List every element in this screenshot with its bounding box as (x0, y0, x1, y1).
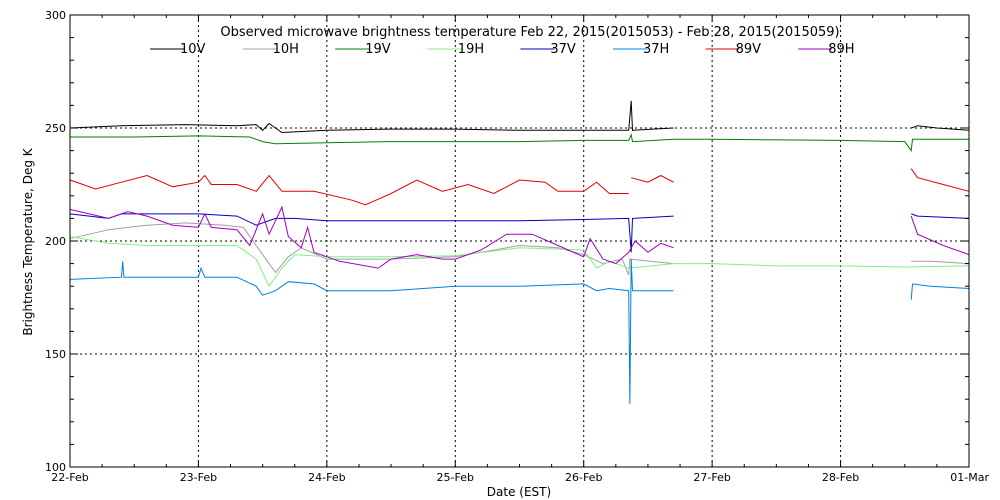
x-tick-label: 28-Feb (822, 471, 859, 484)
legend-item-10h: 10H (242, 42, 299, 57)
series-line-10v (69, 100, 970, 134)
legend-item-89v: 89V (705, 42, 762, 57)
series-line-89h (69, 205, 970, 269)
legend-item-19v: 19V (335, 42, 391, 57)
legend-label: 37H (643, 42, 669, 57)
y-tick-label: 200 (45, 235, 66, 248)
legend-label: 89H (828, 42, 854, 57)
plot-frame (69, 14, 970, 468)
legend: 10V 10H 19V 19H 37V 37H 89V 89H (150, 42, 855, 57)
y-tick-label: 300 (45, 9, 66, 22)
x-tick-label: 27-Feb (693, 471, 730, 484)
x-tick-label: 01-Mar (950, 471, 989, 484)
x-axis-title: Date (EST) (487, 485, 551, 499)
x-tick-label: 24-Feb (308, 471, 345, 484)
ticks (69, 14, 970, 468)
x-tick-label: 25-Feb (437, 471, 474, 484)
gridlines (70, 15, 969, 467)
series-line-37h (69, 259, 970, 404)
series-line-37v (69, 213, 970, 253)
legend-item-19h: 19H (427, 42, 484, 57)
plot-lines (69, 100, 970, 404)
legend-item-10v: 10V (150, 42, 206, 57)
legend-item-89h: 89H (798, 42, 855, 57)
x-tick-label: 22-Feb (51, 471, 88, 484)
x-tick-label: 23-Feb (180, 471, 217, 484)
legend-item-37h: 37H (613, 42, 669, 57)
legend-label: 19H (458, 42, 484, 57)
x-tick-label: 26-Feb (565, 471, 602, 484)
legend-label: 10H (273, 42, 299, 57)
legend-item-37v: 37V (520, 42, 576, 57)
x-tick-labels: 22-Feb 23-Feb 24-Feb 25-Feb 26-Feb 27-Feb 28-F… (51, 471, 989, 484)
series-line-19v (70, 133, 969, 152)
y-tick-label: 250 (45, 122, 66, 135)
legend-label: 10V (180, 42, 206, 57)
legend-label: 37V (550, 42, 576, 57)
y-tick-label: 150 (45, 348, 66, 361)
y-tick-labels: 100 150 200 250 300 (45, 9, 66, 474)
y-axis-title: Brightness Temperature, Deg K (21, 147, 35, 335)
series-line-10h (69, 222, 970, 276)
legend-label: 89V (736, 42, 762, 57)
series-line-89v (69, 168, 970, 206)
series-line-19h (69, 236, 970, 288)
y-tick-label: 100 (45, 461, 66, 474)
legend-label: 19V (365, 42, 391, 57)
chart-title: Observed microwave brightness temperatur… (220, 25, 839, 40)
